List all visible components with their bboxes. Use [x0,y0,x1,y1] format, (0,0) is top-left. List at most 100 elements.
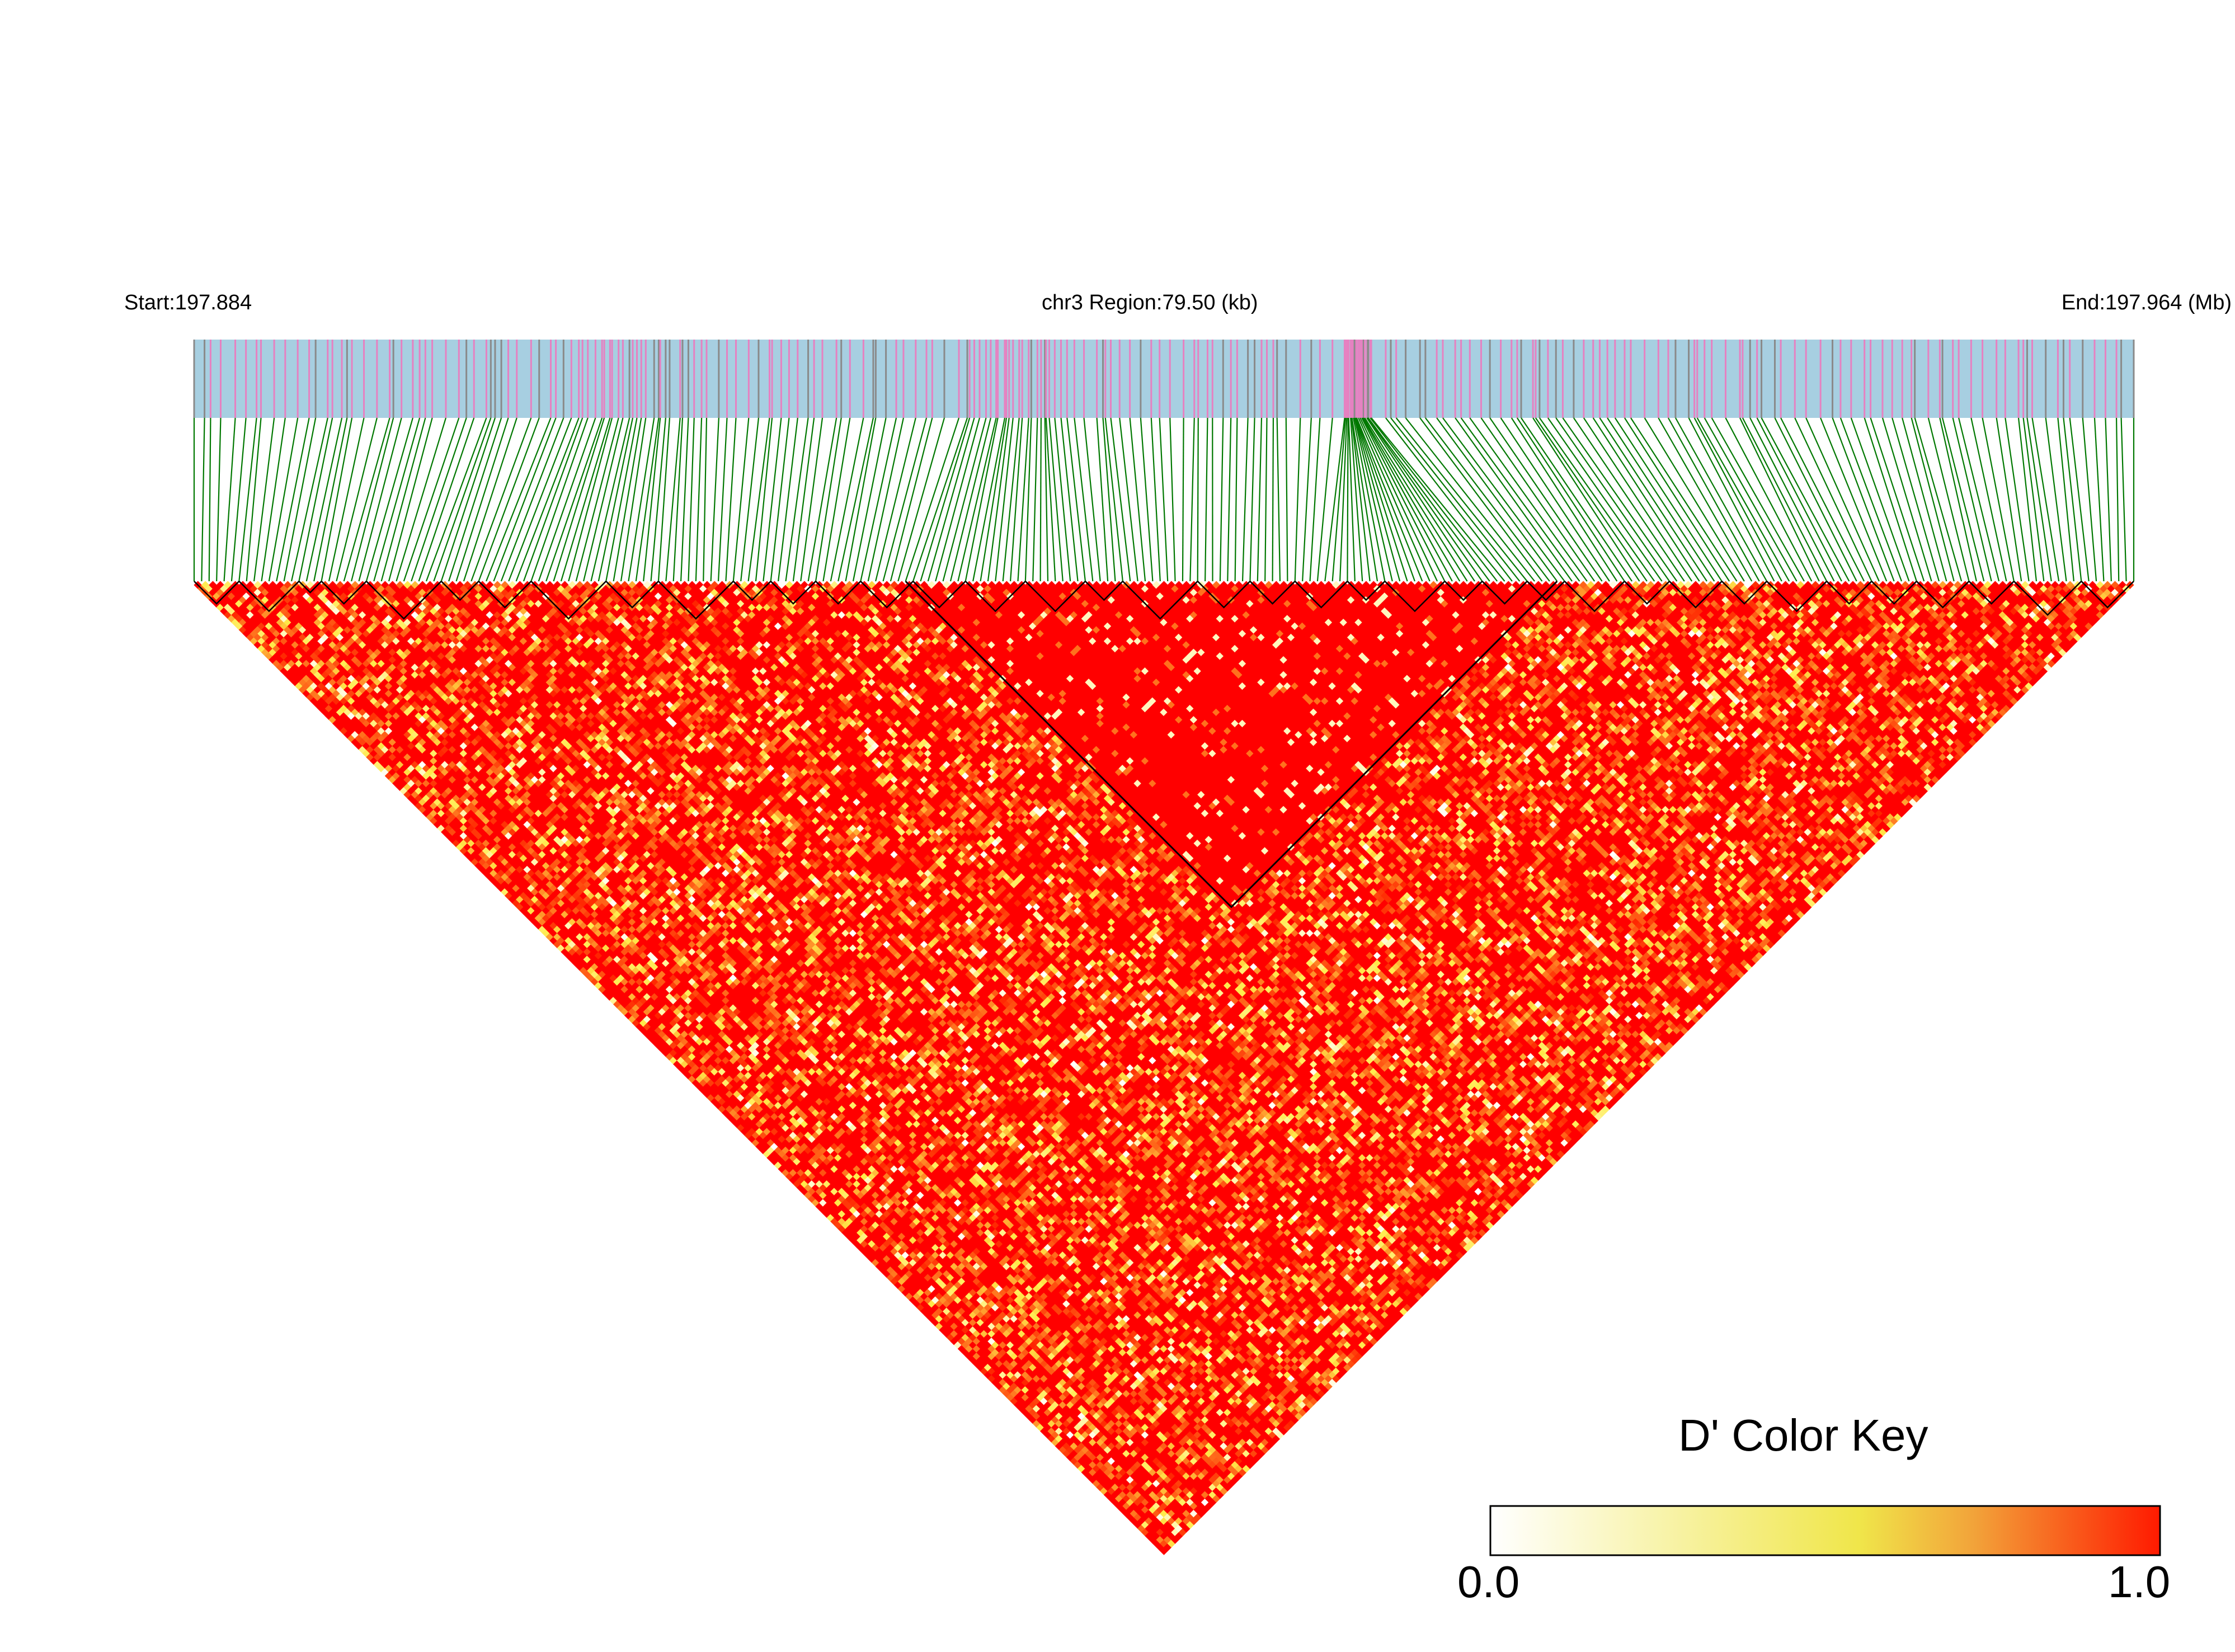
snp-connector-line [1689,418,1775,581]
snp-connector-line [1536,418,1647,581]
snp-connector-line [1959,418,1999,581]
snp-connector-line [1712,418,1804,581]
snp-connector-line [1697,418,1790,581]
snp-connector-line [771,418,789,581]
snp-connector-line [344,418,390,581]
snp-connector-line [1190,418,1194,581]
snp-connector-line [696,418,702,581]
snp-connector-line [891,418,932,581]
snp-connector-line [1033,418,1037,581]
snp-connector-line [1302,418,1311,581]
snp-connector-line [1820,418,1886,581]
snp-connector-line [1258,418,1262,581]
snp-connector-line [2032,418,2059,581]
snp-connector-line [935,418,980,581]
snp-connector-line [943,418,986,581]
snp-connector-line [1362,418,1444,581]
snp-connector-line [1310,418,1320,581]
snp-connector-line [291,418,328,581]
snp-connector-line [1775,418,1856,581]
snp-connector-line [2046,418,2067,581]
snp-connector-line [636,418,659,581]
snp-connector-line [860,418,896,581]
snp-connector-line [201,418,204,581]
snp-connector-line [1750,418,1834,581]
snp-connector-line [741,418,759,581]
snp-connector-line [2027,418,2051,581]
snp-connector-line [419,418,474,581]
snp-connector-line [217,418,220,581]
snp-connector-line [1762,418,1850,581]
snp-connector-line [1025,418,1032,581]
snp-connector-line [756,418,772,581]
snp-connector-line [1512,418,1617,581]
snp-connector-line [1243,418,1248,581]
snp-connector-line [1074,418,1093,581]
snp-connector-line [1386,418,1512,581]
snp-connector-line [1055,418,1070,581]
snp-connector-line [1183,418,1184,581]
snp-connector-line [1151,418,1160,581]
snp-connector-line [2121,418,2126,581]
snp-connector-line [1295,418,1301,581]
snp-connector-line [1556,418,1669,581]
snp-connector-line [2105,418,2111,581]
snp-connector-line [1367,418,1475,581]
snp-connector-line [1318,418,1333,581]
snp-connector-line [351,418,393,581]
snp-connector-line [688,418,694,581]
snp-connector-line [1265,418,1267,581]
snp-connector-line [1548,418,1662,581]
snp-connector-line [1227,418,1231,581]
snp-connector-line [1018,418,1028,581]
snp-connector-line [471,418,531,581]
snp-connector-line [1119,418,1137,581]
snp-connector-line [1235,418,1238,581]
snp-connector-line [838,418,873,581]
snp-connector-line [823,418,850,581]
snp-connector-line [846,418,876,581]
snp-connector-line [1347,418,1348,581]
snp-connector-line [441,418,495,581]
snp-connector-line [284,418,316,581]
snp-connector-line [733,418,749,581]
snp-connector-line [1912,418,1954,581]
snp-connector-line [2083,418,2096,581]
snp-connector-line [726,418,736,581]
snp-connector-line [1097,418,1108,581]
snp-connector-line [1277,418,1280,581]
snp-connector-line [718,418,727,581]
snp-connector-line [868,418,904,581]
snp-connector-line [1743,418,1827,581]
snp-connector-line [1286,418,1288,581]
connector-lines [194,418,2134,581]
snp-connector-line [973,418,1005,581]
snp-connector-line [681,418,688,581]
snp-connector-line [2095,418,2104,581]
snp-connector-line [920,418,970,581]
snp-connector-line [1971,418,2006,581]
snp-connector-line [366,418,413,581]
snp-connector-line [703,418,707,581]
snp-connector-line [209,418,211,581]
snp-connector-line [711,418,719,581]
snp-connector-line [1356,418,1407,581]
snp-connector-line [808,418,836,581]
snp-connector-line [958,418,996,581]
snp-connector-line [568,418,612,581]
snp-connector-line [1205,418,1207,581]
ld-cell-group [194,581,2134,1555]
snp-connector-line [1084,418,1100,581]
snp-connector-line [1220,418,1223,581]
snp-connector-line [329,418,364,581]
snp-connector-line [254,418,274,581]
snp-connector-line [1250,418,1254,581]
snp-connector-line [2116,418,2119,581]
snp-connector-line [1806,418,1879,581]
snp-connector-line [1915,418,1961,581]
snp-connector-line [1740,418,1819,581]
snp-connector-line [1841,418,1902,581]
snp-connector-line [1160,418,1168,581]
snp-connector-line [1705,418,1797,581]
